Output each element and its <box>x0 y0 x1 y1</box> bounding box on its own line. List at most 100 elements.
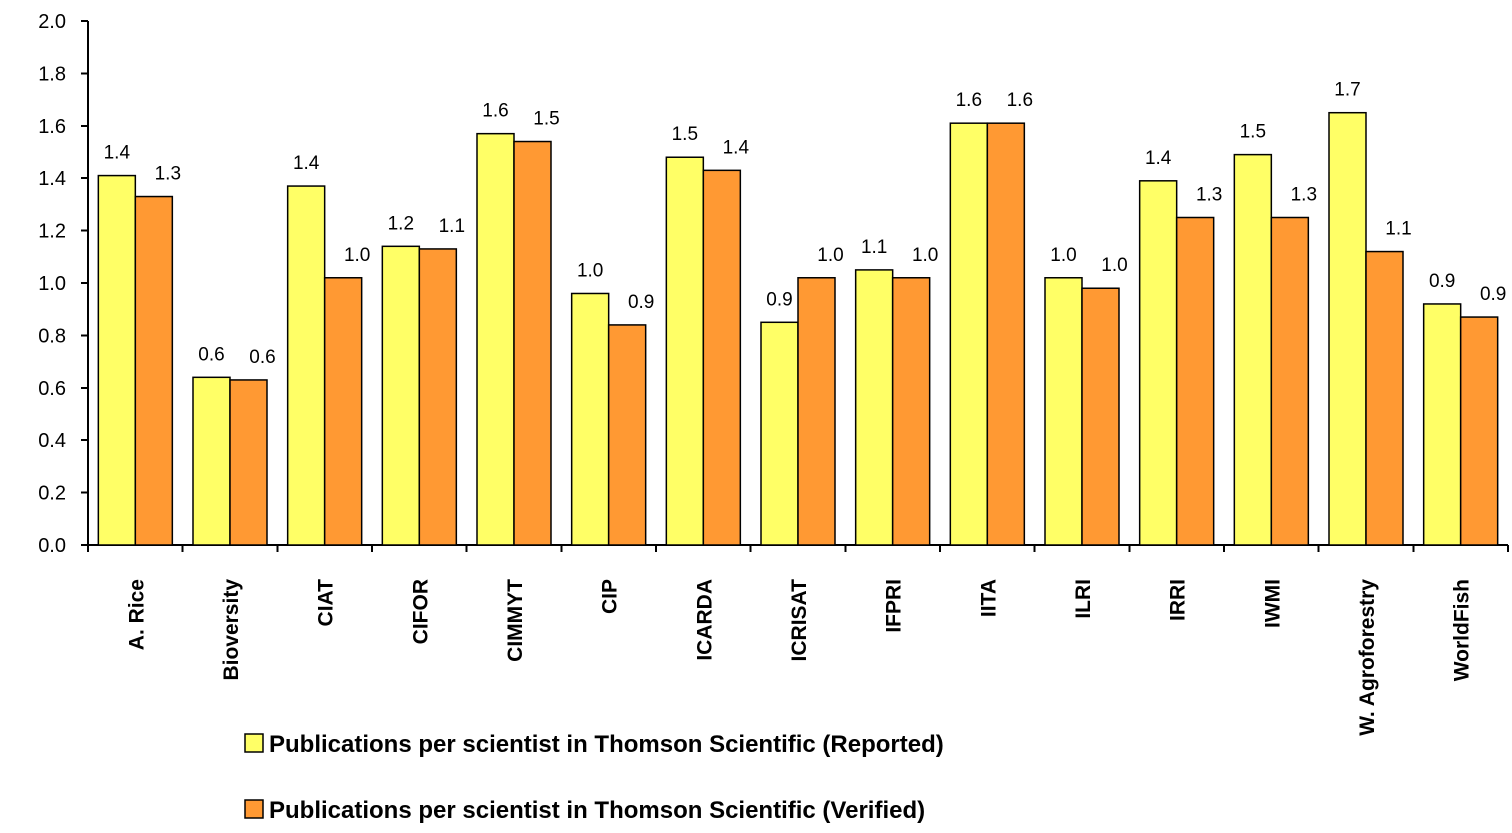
y-tick-label: 1.6 <box>38 116 66 138</box>
data-label: 1.3 <box>1291 185 1317 206</box>
x-tick-label-group: Bioversity <box>220 579 243 681</box>
bar-verified <box>986 122 1026 546</box>
legend: Publications per scientist in Thomson Sc… <box>244 731 944 824</box>
data-label: 1.4 <box>1145 148 1172 169</box>
y-tick-label: 1.8 <box>38 63 66 85</box>
data-label: 0.6 <box>249 347 275 368</box>
x-tick-label-group: WorldFish <box>1451 579 1474 681</box>
data-label: 1.4 <box>104 143 131 164</box>
bar-reported <box>1233 153 1273 546</box>
y-tick-label: 0.2 <box>38 483 66 505</box>
y-tick-label: 1.2 <box>38 221 66 243</box>
bar-reported <box>1422 303 1462 546</box>
x-tick-label-group: CIMMYT <box>504 579 527 662</box>
x-tick-label: A. Rice <box>125 579 148 650</box>
bar-reported <box>1328 111 1367 546</box>
bar-reported <box>286 185 326 546</box>
y-tick-label: 0.6 <box>38 378 66 400</box>
x-tick-label: W. Agroforestry <box>1356 579 1379 736</box>
data-label: 0.9 <box>1480 284 1506 305</box>
legend-label: Publications per scientist in Thomson Sc… <box>269 797 925 824</box>
x-tick-label: IWMI <box>1261 579 1284 628</box>
data-label: 1.1 <box>1385 219 1411 240</box>
bar-verified <box>1270 216 1310 546</box>
data-label: 1.0 <box>912 245 938 266</box>
bar-verified <box>702 169 742 546</box>
bar-verified <box>418 248 458 546</box>
bar-reported <box>665 156 705 546</box>
bar-reported <box>854 269 894 546</box>
x-tick-label-group: CIAT <box>315 579 338 627</box>
y-tick-label: 0.4 <box>38 430 66 452</box>
bars-group <box>97 111 1499 546</box>
bar-verified <box>1459 316 1499 546</box>
bar-verified <box>229 379 268 546</box>
data-label: 1.4 <box>293 153 320 174</box>
x-tick-label-group: IRRI <box>1167 579 1190 621</box>
x-tick-label: CIMMYT <box>504 579 527 662</box>
data-label: 1.7 <box>1334 80 1360 101</box>
bar-reported <box>1044 277 1083 546</box>
bar-verified <box>1081 287 1120 546</box>
bar-reported <box>1138 180 1178 546</box>
data-label: 1.5 <box>533 109 559 130</box>
x-tick-label: CIFOR <box>409 579 432 644</box>
bar-reported <box>760 321 799 546</box>
x-tick-label: CIAT <box>315 579 338 627</box>
x-tick-label: IFPRI <box>883 579 906 633</box>
data-label: 0.9 <box>1429 271 1455 292</box>
x-tick-label: ICARDA <box>693 579 716 661</box>
x-tick-label-group: IWMI <box>1261 579 1284 628</box>
bar-reported <box>476 132 515 546</box>
x-tick-label-group: A. Rice <box>125 579 148 650</box>
bar-verified <box>134 195 174 546</box>
x-tick-label: Bioversity <box>220 579 243 681</box>
x-tick-label-group: CIFOR <box>409 579 432 644</box>
y-tick-label: 1.4 <box>38 168 66 190</box>
data-label: 1.5 <box>672 124 698 145</box>
y-tick-label: 0.0 <box>38 535 66 557</box>
data-label: 1.6 <box>482 101 508 122</box>
data-labels-group: 1.4 1.3 0.6 0.6 1.4 1.0 1.2 1.1 1.6 1.5 1.0 0.9 1.5 1… <box>104 80 1507 368</box>
bar-verified <box>607 324 647 546</box>
legend-label: Publications per scientist in Thomson Sc… <box>269 731 944 758</box>
data-label: 0.6 <box>198 344 224 365</box>
x-tick-label: IITA <box>977 579 1000 617</box>
x-tick-label: WorldFish <box>1451 579 1474 681</box>
legend-swatch-reported <box>244 733 264 753</box>
data-label: 1.0 <box>344 245 370 266</box>
bar-verified <box>797 277 836 546</box>
bar-reported <box>192 376 231 546</box>
data-label: 1.2 <box>388 213 414 234</box>
data-label: 1.0 <box>1101 255 1127 276</box>
legend-swatch-verified <box>244 799 264 819</box>
data-label: 1.6 <box>956 90 982 111</box>
x-tick-label: IRRI <box>1167 579 1190 621</box>
data-label: 1.3 <box>1196 185 1222 206</box>
x-tick-label: ICRISAT <box>788 579 811 662</box>
data-label: 1.6 <box>1007 90 1033 111</box>
data-label: 1.4 <box>723 137 750 158</box>
x-tick-label-group: ICARDA <box>693 579 716 661</box>
x-tick-label: ILRI <box>1072 579 1095 619</box>
x-tick-label-group: W. Agroforestry <box>1356 579 1379 736</box>
bar-reported <box>949 122 989 546</box>
data-label: 1.1 <box>439 216 465 237</box>
x-tick-label: CIP <box>599 579 622 614</box>
data-label: 1.0 <box>817 245 843 266</box>
x-tick-label-group: ILRI <box>1072 579 1095 619</box>
x-tick-label-group: CIP <box>599 579 622 614</box>
data-label: 1.1 <box>861 237 887 258</box>
data-label: 1.0 <box>577 260 603 281</box>
data-label: 1.3 <box>155 164 181 185</box>
data-label: 1.5 <box>1240 122 1266 143</box>
y-tick-label: 2.0 <box>38 11 66 33</box>
data-label: 0.9 <box>628 292 654 313</box>
bar-verified <box>1365 250 1404 546</box>
data-label: 1.0 <box>1050 245 1076 266</box>
bar-verified <box>323 277 363 546</box>
bar-reported <box>97 174 137 546</box>
bar-reported <box>570 292 610 546</box>
